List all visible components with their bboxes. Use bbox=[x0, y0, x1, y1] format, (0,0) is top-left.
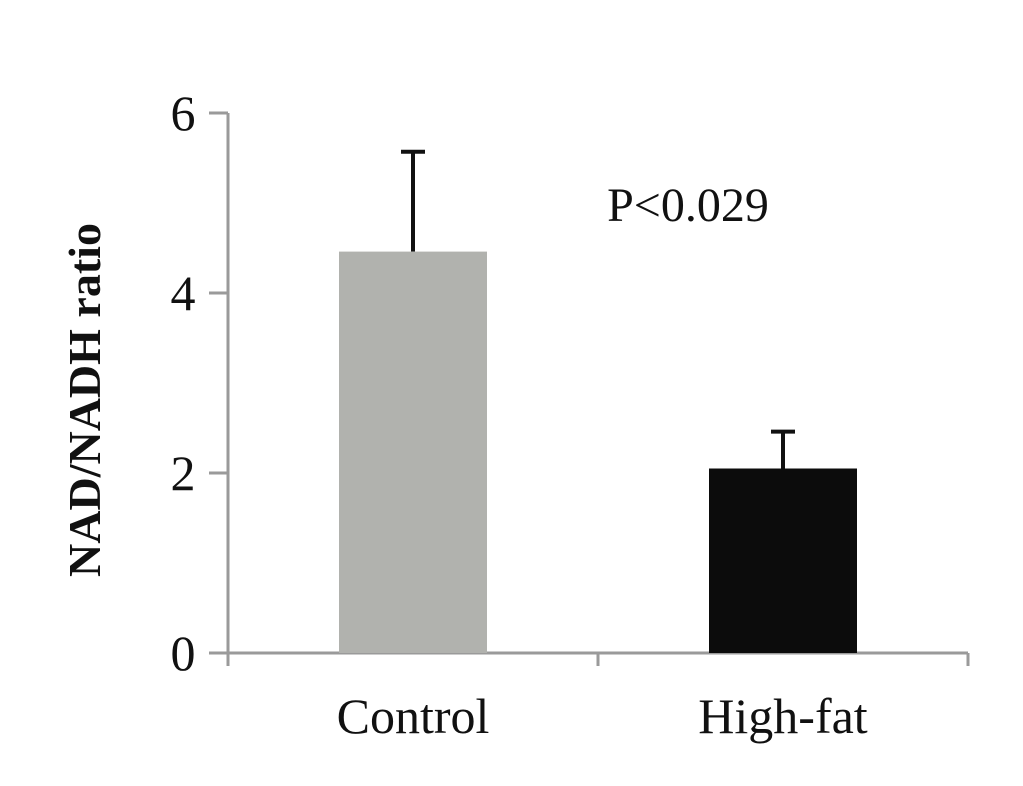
bar-control bbox=[339, 251, 487, 653]
y-tick-label: 0 bbox=[171, 625, 196, 681]
y-axis-label: NAD/NADH ratio bbox=[59, 223, 110, 577]
x-tick-label: Control bbox=[337, 688, 490, 744]
y-tick-label: 4 bbox=[171, 265, 196, 321]
p-value-annotation: P<0.029 bbox=[607, 179, 769, 232]
x-tick-label: High-fat bbox=[698, 688, 867, 744]
bar-high-fat bbox=[709, 468, 857, 653]
y-tick-label: 2 bbox=[171, 445, 196, 501]
y-tick-label: 6 bbox=[171, 85, 196, 141]
